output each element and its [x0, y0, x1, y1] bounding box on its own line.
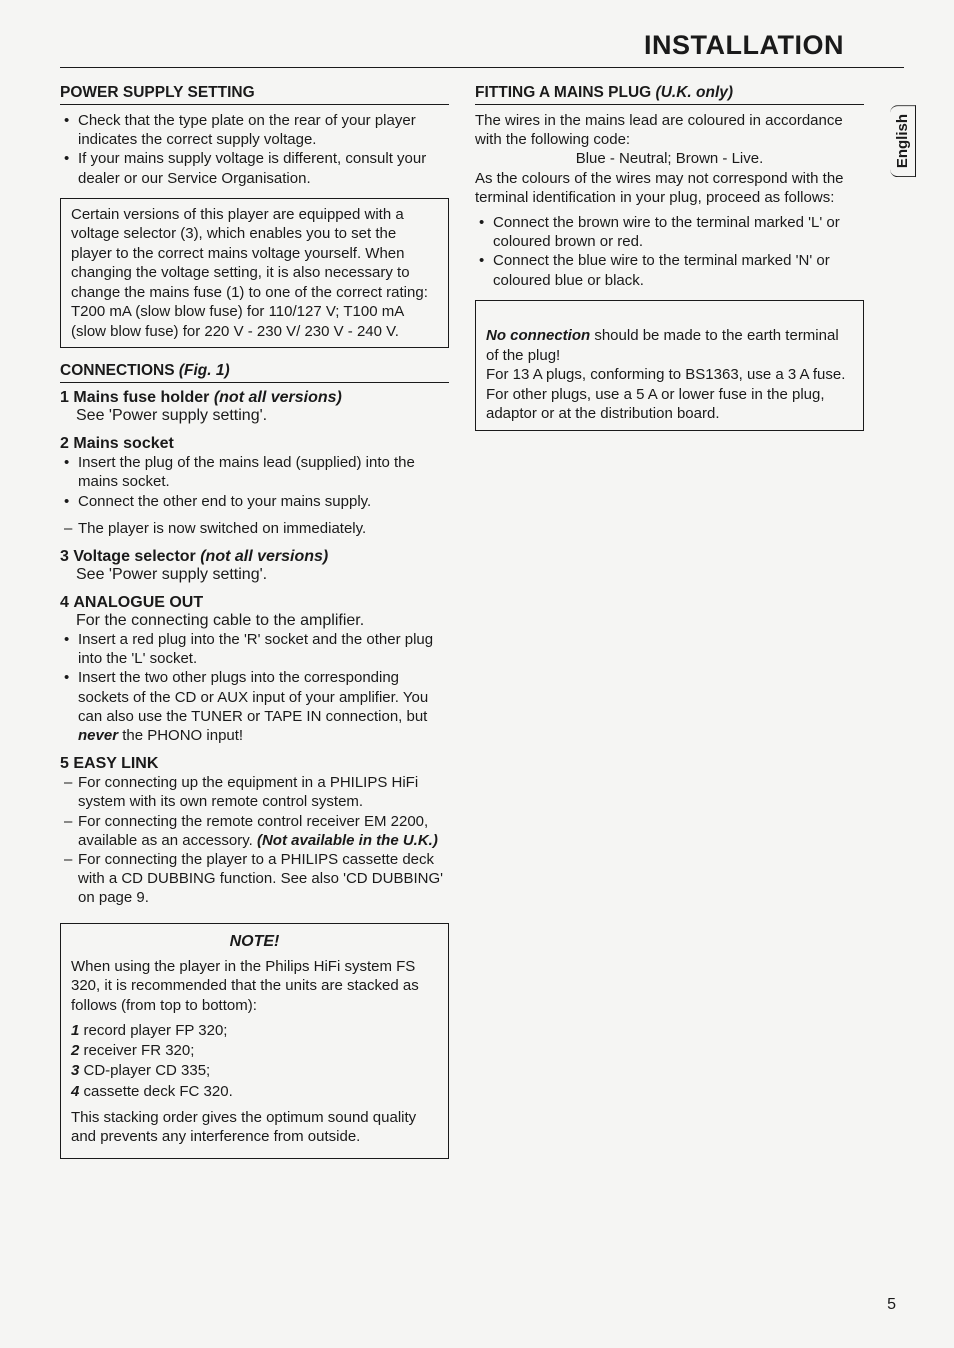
heading-fig: (Fig. 1) [179, 362, 230, 379]
item-body: See 'Power supply setting'. [60, 566, 449, 584]
stack-text: receiver FR 320; [79, 1042, 194, 1059]
bullet: Insert a red plug into the 'R' socket an… [64, 630, 449, 668]
item-num: 1 [60, 389, 69, 406]
note-title: NOTE! [71, 932, 438, 953]
item-head-ital: (not all versions) [200, 548, 328, 565]
connection-item-3: 3 Voltage selector (not all versions) Se… [60, 548, 449, 584]
item-dashes: For connecting up the equipment in a PHI… [60, 773, 449, 907]
fitting-heading: FITTING A MAINS PLUG (U.K. only) [475, 84, 864, 105]
heading-text: CONNECTIONS [60, 362, 179, 379]
item-head: Voltage selector [73, 548, 200, 565]
power-supply-heading: POWER SUPPLY SETTING [60, 84, 449, 105]
connection-item-2: 2 Mains socket Insert the plug of the ma… [60, 435, 449, 538]
bullet: Check that the type plate on the rear of… [64, 111, 449, 149]
heading-text: FITTING A MAINS PLUG [475, 84, 656, 101]
box-bold: No connection [486, 327, 590, 344]
stack-item: 1 record player FP 320; [71, 1021, 438, 1041]
dash: The player is now switched on immediatel… [64, 519, 449, 538]
dash: For connecting up the equipment in a PHI… [64, 773, 449, 811]
stack-list: 1 record player FP 320; 2 receiver FR 32… [71, 1021, 438, 1102]
item-intro: For the connecting cable to the amplifie… [60, 612, 449, 630]
title-rule [60, 67, 904, 68]
item-num: 2 [60, 435, 69, 452]
right-column: FITTING A MAINS PLUG (U.K. only) The wir… [475, 80, 904, 1159]
item-head: ANALOGUE OUT [73, 594, 203, 611]
dash: For connecting the player to a PHILIPS c… [64, 850, 449, 908]
stack-item: 4 cassette deck FC 320. [71, 1082, 438, 1102]
item-bullets: Insert a red plug into the 'R' socket an… [60, 630, 449, 745]
bullet: If your mains supply voltage is differen… [64, 149, 449, 187]
note-box: NOTE! When using the player in the Phili… [60, 923, 449, 1159]
bullet-post: the PHONO input! [118, 727, 243, 744]
heading-ital: (U.K. only) [656, 84, 734, 101]
item-head: Mains socket [73, 435, 173, 452]
fitting-p2: Blue - Neutral; Brown - Live. [475, 149, 864, 168]
power-supply-bullets: Check that the type plate on the rear of… [60, 111, 449, 188]
item-num: 5 [60, 755, 69, 772]
connection-item-5: 5 EASY LINK For connecting up the equipm… [60, 755, 449, 907]
item-num: 4 [60, 594, 69, 611]
fitting-p3: As the colours of the wires may not corr… [475, 169, 864, 207]
stack-text: record player FP 320; [79, 1022, 227, 1039]
fitting-bullets: Connect the brown wire to the terminal m… [475, 213, 864, 290]
item-head: Mains fuse holder [73, 389, 213, 406]
left-column: POWER SUPPLY SETTING Check that the type… [60, 80, 449, 1159]
item-num: 3 [60, 548, 69, 565]
dash: For connecting the remote control receiv… [64, 812, 449, 850]
note-intro: When using the player in the Philips HiF… [71, 957, 438, 1015]
bullet: Insert the two other plugs into the corr… [64, 668, 449, 745]
stack-text: cassette deck FC 320. [79, 1083, 232, 1100]
item-bullets: Insert the plug of the mains lead (suppl… [60, 453, 449, 511]
stack-text: CD-player CD 335; [79, 1062, 210, 1079]
bullet: Connect the other end to your mains supp… [64, 492, 449, 511]
page-title: INSTALLATION [60, 30, 904, 61]
note-outro: This stacking order gives the optimum so… [71, 1108, 438, 1146]
bullet-pre: Insert the two other plugs into the corr… [78, 669, 428, 724]
item-body: See 'Power supply setting'. [60, 407, 449, 425]
bullet: Connect the blue wire to the terminal ma… [479, 251, 864, 289]
bullet: Insert the plug of the mains lead (suppl… [64, 453, 449, 491]
bullet-bold: never [78, 727, 118, 744]
connection-item-1: 1 Mains fuse holder (not all versions) S… [60, 389, 449, 425]
item-dashes: The player is now switched on immediatel… [60, 519, 449, 538]
item-head: EASY LINK [73, 755, 158, 772]
item-head-ital: (not all versions) [214, 389, 342, 406]
dash-bold: (Not available in the U.K.) [257, 832, 438, 849]
bullet: Connect the brown wire to the terminal m… [479, 213, 864, 251]
page-number: 5 [887, 1296, 896, 1314]
voltage-selector-box: Certain versions of this player are equi… [60, 198, 449, 349]
content-columns: POWER SUPPLY SETTING Check that the type… [60, 80, 904, 1159]
earth-warning-box: No connection should be made to the eart… [475, 300, 864, 431]
connections-heading: CONNECTIONS (Fig. 1) [60, 362, 449, 383]
connection-item-4: 4 ANALOGUE OUT For the connecting cable … [60, 594, 449, 745]
fitting-p1: The wires in the mains lead are coloured… [475, 111, 864, 149]
stack-item: 3 CD-player CD 335; [71, 1061, 438, 1081]
language-tab: English [890, 105, 916, 177]
stack-item: 2 receiver FR 320; [71, 1041, 438, 1061]
